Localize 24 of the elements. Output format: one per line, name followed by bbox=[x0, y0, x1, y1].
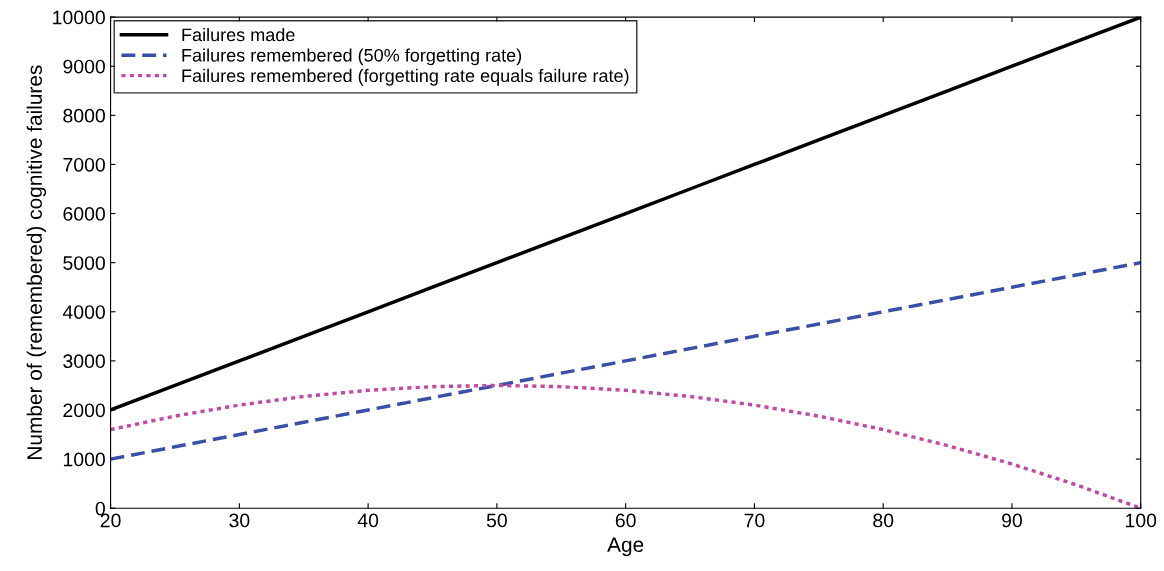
x-tick-label: 100 bbox=[1125, 513, 1157, 528]
y-tick-label: 6000 bbox=[63, 207, 105, 221]
y-tick-label: 9000 bbox=[63, 59, 105, 74]
y-tick-label: 5000 bbox=[63, 256, 105, 270]
y-tick-label: 3000 bbox=[63, 354, 105, 369]
x-axis-title: Age bbox=[607, 537, 644, 557]
x-tick-label: 80 bbox=[873, 513, 894, 528]
y-tick-label: 8000 bbox=[63, 108, 105, 123]
x-tick-label: 40 bbox=[357, 513, 379, 528]
y-axis-title: Number of (remembered) cognitive failures bbox=[26, 65, 47, 459]
y-tick-label: 2000 bbox=[63, 403, 105, 418]
x-tick-label: 90 bbox=[1002, 513, 1023, 528]
line-series bbox=[110, 260, 1141, 461]
x-tick-label: 50 bbox=[486, 513, 507, 528]
x-tick-label: 60 bbox=[615, 513, 636, 528]
legend-label: Failures remembered (forgetting rate equals failure rate) bbox=[182, 68, 629, 86]
y-tick-label: 10000 bbox=[53, 10, 105, 25]
y-tick-label: 4000 bbox=[62, 305, 105, 319]
y-tick-label: 1000 bbox=[63, 452, 105, 467]
x-tick-label: 70 bbox=[744, 513, 765, 528]
y-tick-label: 7000 bbox=[63, 157, 105, 172]
x-tick-label: 30 bbox=[229, 513, 250, 528]
legend-label: Failures remembered (50% forgetting rate) bbox=[182, 48, 522, 66]
legend-label: Failures made bbox=[182, 27, 295, 42]
